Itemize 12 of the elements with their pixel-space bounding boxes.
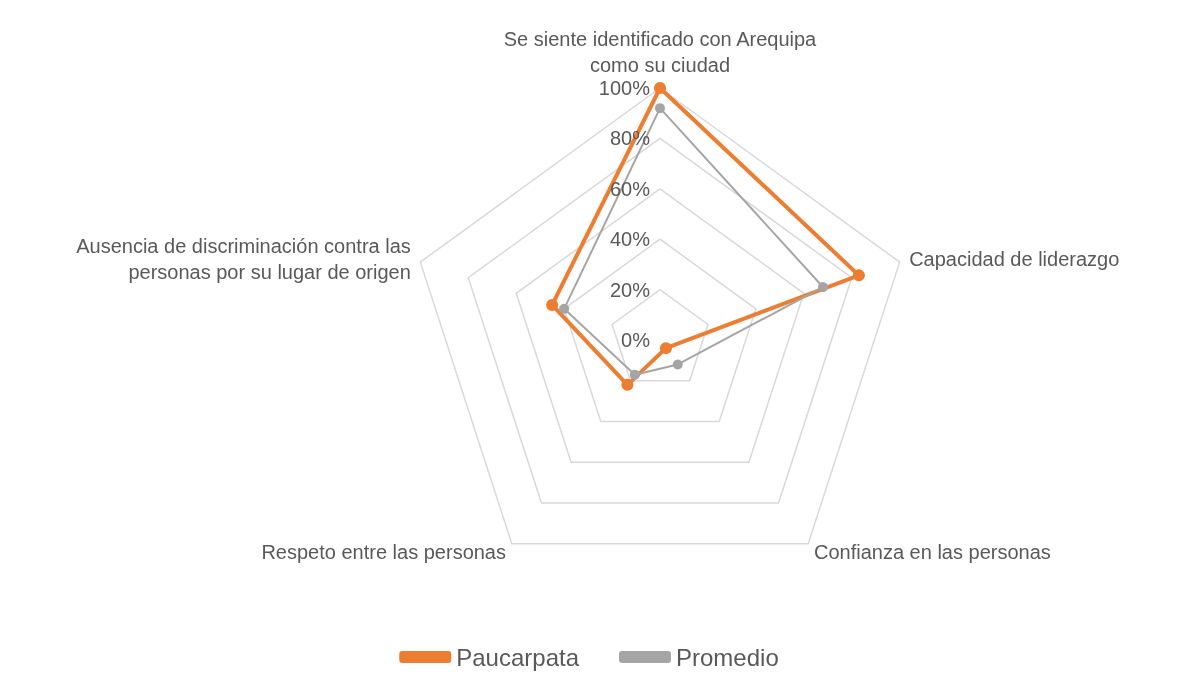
spoke-label: Confianza en las personas [814, 540, 1051, 563]
y-tick-label: 0% [621, 329, 651, 351]
y-tick-label: 60% [609, 177, 651, 200]
legend-label: Paucarpata [456, 643, 580, 671]
spoke-label: Capacidad de liderazgo [909, 248, 1120, 271]
y-tick-label: 40% [609, 228, 651, 251]
spoke-label: Ausencia de discriminación contra las personas por su lugar de origen [76, 235, 411, 284]
spoke-label: Se siente identificado con Arequipa como su ciudad [503, 28, 818, 76]
spoke-label: Respeto entre las personas [261, 540, 506, 563]
y-tick-label: 100% [598, 77, 651, 99]
y-tick-label: 20% [609, 278, 651, 301]
legend-label: Promedio [676, 643, 779, 671]
